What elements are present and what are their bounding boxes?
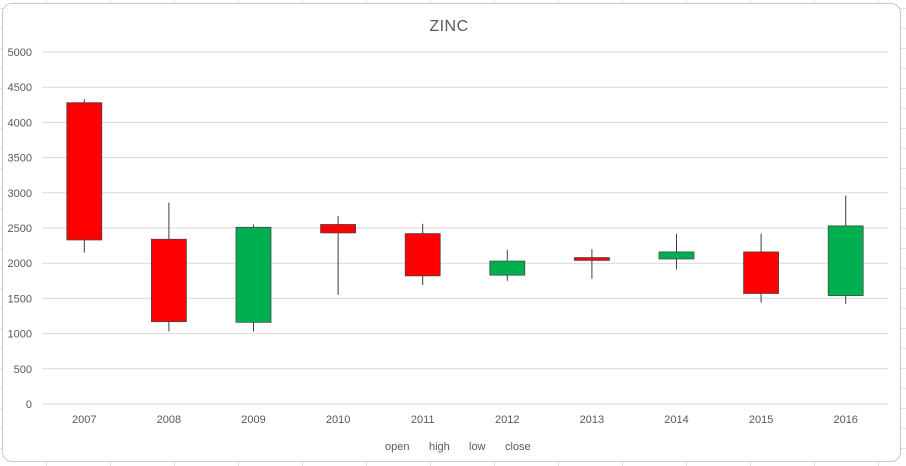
down-candle-2011	[404, 233, 441, 277]
y-tick-label: 1500	[8, 293, 32, 305]
down-candle-2007	[66, 102, 103, 241]
up-candle-2014	[658, 251, 695, 260]
chart-area[interactable]	[2, 3, 901, 462]
up-candle-2016	[827, 225, 864, 296]
y-axis: 0 500 1000 1500 2000 2500 3000 3500 4000 4500 5000	[8, 47, 32, 411]
y-tick-label: 1000	[8, 329, 32, 341]
x-tick-label: 2011	[411, 414, 435, 426]
gridlines	[42, 51, 888, 405]
chart-title: ZINC	[429, 18, 468, 35]
y-tick-label: 500	[14, 364, 32, 376]
y-tick-label: 0	[26, 399, 32, 411]
x-tick-label: 2014	[664, 414, 688, 426]
down-candle-2015	[743, 251, 779, 294]
x-tick-label: 2012	[495, 414, 519, 426]
x-axis: 2007 2008 2009 2010 2011 2012 2013 2014 2015 2016	[72, 414, 858, 426]
x-tick-label: 2008	[157, 414, 181, 426]
up-candle-2009	[235, 226, 272, 323]
legend-item-close: close	[505, 441, 531, 453]
y-tick-label: 4500	[8, 82, 32, 94]
down-candle-2013	[574, 257, 610, 261]
y-tick-label: 2500	[8, 223, 32, 235]
x-tick-label: 2010	[326, 414, 350, 426]
legend-item-high: high	[429, 441, 450, 453]
y-tick-label: 4000	[8, 117, 32, 129]
legend-item-low: low	[469, 441, 486, 453]
y-tick-label: 2000	[8, 258, 32, 270]
x-tick-label: 2007	[72, 414, 96, 426]
x-tick-label: 2016	[833, 414, 857, 426]
up-candle-2012	[489, 260, 526, 276]
candles	[66, 99, 864, 332]
y-tick-label: 3500	[8, 153, 32, 165]
down-candle-2008	[151, 238, 187, 323]
y-tick-label: 5000	[8, 47, 32, 59]
legend-item-open: open	[385, 441, 409, 453]
y-tick-label: 3000	[8, 188, 32, 200]
down-candle-2010	[320, 224, 356, 234]
x-tick-label: 2015	[749, 414, 773, 426]
x-tick-label: 2009	[241, 414, 265, 426]
x-tick-label: 2013	[580, 414, 604, 426]
legend: open high low close	[385, 441, 531, 453]
